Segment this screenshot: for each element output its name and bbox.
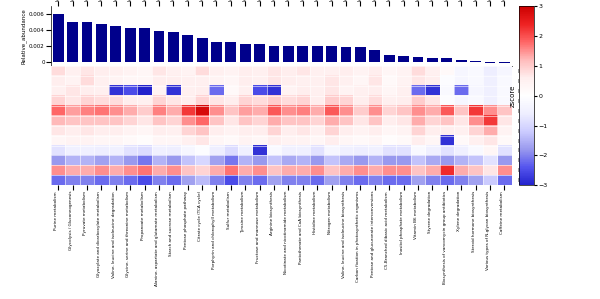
Bar [413,57,424,62]
Bar [427,58,438,62]
Bar [254,44,265,62]
Bar [312,46,323,62]
Bar [226,42,236,62]
Bar [470,61,481,62]
Bar [442,58,452,62]
Bar [326,46,337,62]
Bar [67,22,78,62]
Bar [139,28,150,62]
Bar [355,47,366,62]
Bar [240,44,251,62]
Bar [283,46,294,62]
Bar [269,46,280,62]
Bar [370,50,380,62]
Bar [398,56,409,62]
Bar [211,42,222,62]
Y-axis label: Relative_abundance: Relative_abundance [20,8,26,64]
Bar [456,60,467,62]
Bar [168,32,179,62]
Bar [341,47,352,62]
Y-axis label: zscore: zscore [510,85,516,107]
Bar [96,24,107,62]
Bar [197,38,208,62]
Bar [298,46,308,62]
Bar [53,14,64,62]
Bar [82,22,92,62]
Bar [125,28,136,62]
Bar [384,55,395,62]
Bar [182,35,193,62]
Bar [154,31,164,62]
Bar [110,26,121,62]
